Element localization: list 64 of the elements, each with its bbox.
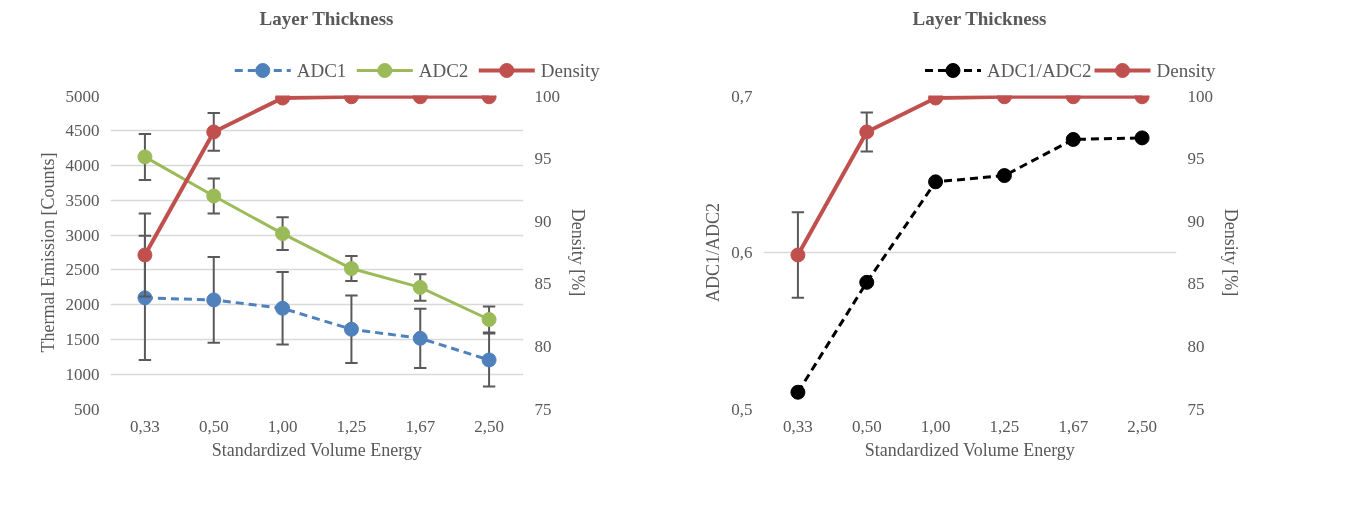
x-axis-title: Standardized Volume Energy	[211, 439, 422, 460]
legend-label: Density	[540, 60, 601, 81]
y-tick-label: 500	[74, 400, 100, 419]
x-tick-label: 0,50	[198, 416, 229, 436]
x-tick-label: 0,33	[130, 416, 160, 436]
y-tick-label: 4000	[65, 155, 100, 175]
point	[996, 168, 1012, 184]
y2-tick-label: 95	[534, 148, 552, 168]
y-tick-label: 2500	[65, 260, 100, 280]
x-tick-label: 2,50	[474, 416, 504, 436]
x-tick-label: 1,25	[336, 416, 367, 436]
y2-tick-label: 75	[534, 400, 552, 419]
point	[859, 274, 875, 290]
y2-tick-label: 95	[1187, 148, 1205, 168]
y-tick-label: 4500	[65, 120, 100, 140]
y2-tick-label: 80	[534, 337, 552, 357]
point	[343, 321, 359, 337]
point	[1134, 130, 1150, 146]
x-tick-label: 1,00	[920, 416, 951, 436]
point	[481, 352, 497, 368]
y-tick-label: 0,5	[731, 400, 753, 419]
y2-tick-label: 85	[534, 274, 552, 294]
y-tick-label: 1000	[65, 365, 100, 385]
y2-tick-label: 90	[534, 211, 552, 231]
x-axis-title: Standardized Volume Energy	[864, 439, 1075, 460]
y-tick-label: 3500	[65, 190, 100, 210]
y-axis-title: ADC1/ADC2	[703, 202, 724, 302]
y2-tick-label: 75	[1187, 400, 1205, 419]
x-tick-label: 0,50	[851, 416, 882, 436]
y2-axis-title: Density [%]	[568, 208, 588, 297]
chart-title: Layer Thickness	[912, 7, 1047, 31]
point	[137, 247, 153, 263]
y2-tick-label: 80	[1187, 337, 1205, 357]
point	[928, 174, 944, 190]
point	[275, 300, 291, 316]
x-tick-label: 1,00	[267, 416, 298, 436]
y-tick-label: 2000	[65, 295, 100, 315]
x-tick-label: 2,50	[1127, 416, 1157, 436]
y-tick-label: 1500	[65, 330, 100, 350]
y2-tick-label: 100	[534, 86, 560, 106]
point	[790, 384, 806, 400]
point	[412, 330, 428, 346]
y2-tick-label: 90	[1187, 211, 1205, 231]
x-tick-label: 1,67	[405, 416, 436, 436]
legend-label: ADC2	[418, 60, 469, 81]
y2-tick-label: 100	[1187, 86, 1213, 106]
y2-axis-title: Density [%]	[1221, 208, 1241, 297]
point	[790, 247, 806, 263]
x-tick-label: 0,33	[783, 416, 813, 436]
y-tick-label: 5000	[65, 86, 100, 106]
legend-label: Density	[1156, 60, 1217, 81]
y-tick-label: 0,7	[731, 86, 753, 106]
x-tick-label: 1,67	[1058, 416, 1089, 436]
point	[137, 149, 153, 165]
x-tick-label: 1,25	[989, 416, 1020, 436]
legend-label: ADC1	[296, 60, 347, 81]
point	[1065, 131, 1081, 147]
chart-title: Layer Thickness	[259, 7, 394, 31]
y-tick-label: 3000	[65, 225, 100, 245]
point	[206, 292, 222, 308]
y-tick-label: 0,6	[731, 243, 753, 262]
legend-label: ADC1/ADC2	[987, 60, 1092, 81]
y-axis-title: Thermal Emission [Counts]	[37, 152, 58, 353]
y2-tick-label: 85	[1187, 274, 1205, 294]
